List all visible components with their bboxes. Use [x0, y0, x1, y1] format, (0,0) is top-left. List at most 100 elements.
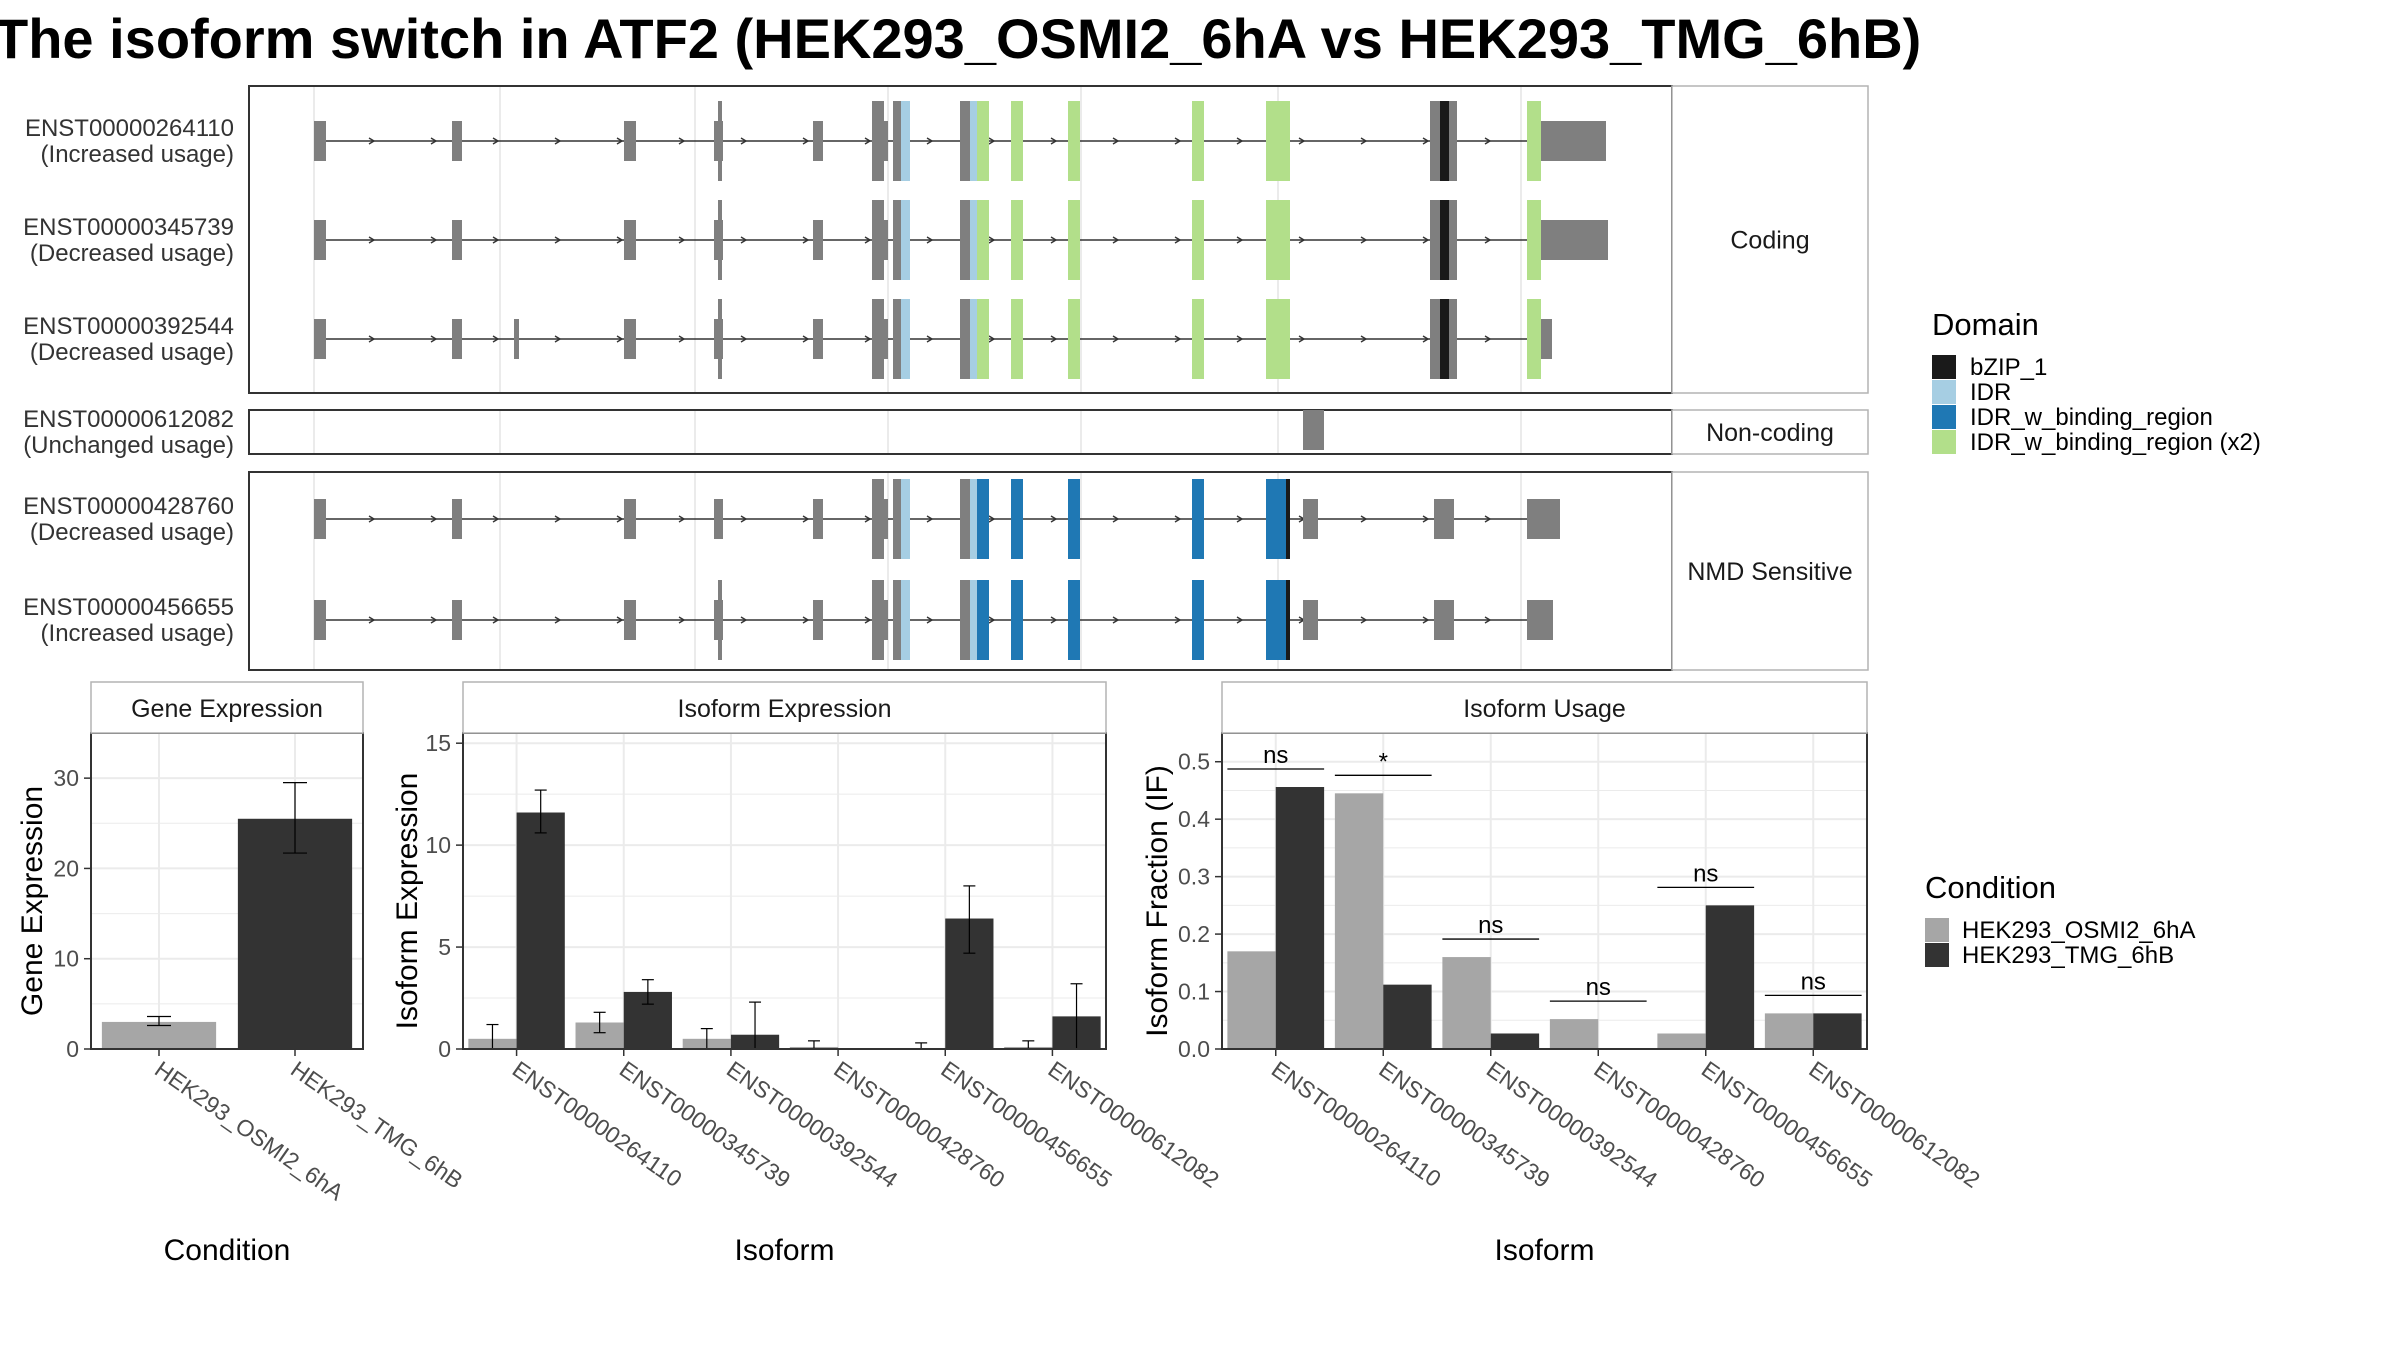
intron-direction-arrow: [430, 236, 438, 244]
y-tick-label: 0.3: [1178, 864, 1210, 890]
chart-strip-box: [90, 681, 364, 734]
transcript-exon: [452, 600, 462, 640]
intron-direction-arrow: [1112, 515, 1120, 523]
transcript-id-label: ENST00000392544: [23, 313, 234, 340]
intron-direction-arrow: [864, 335, 872, 343]
coding-exon: [872, 580, 884, 660]
domain-region: [1286, 580, 1290, 660]
x-axis-title: Isoform: [734, 1234, 834, 1267]
x-tick-label: ENST00000428760: [829, 1056, 1009, 1193]
intron-direction-arrow: [1050, 335, 1058, 343]
legend-condition-title: Condition: [1925, 870, 2056, 905]
transcript-exon: [314, 121, 326, 161]
transcript-exon: [452, 121, 462, 161]
transcript-exon: [452, 220, 462, 260]
transcript-exon: [813, 600, 823, 640]
transcript-exon: [624, 600, 636, 640]
chart-strip-box: [462, 681, 1107, 734]
y-axis-title: Isoform Fraction (IF): [1141, 765, 1174, 1037]
intron-direction-arrow: [554, 335, 562, 343]
intron-direction-arrow: [678, 137, 686, 145]
bar: [1275, 787, 1325, 1049]
coding-exon: [893, 580, 901, 660]
y-tick-label: 30: [53, 765, 79, 791]
bar: [1813, 1013, 1862, 1049]
domain-region: [1192, 479, 1204, 559]
intron-direction-arrow: [1174, 236, 1182, 244]
intron-direction-arrow: [802, 335, 810, 343]
chart-facet-title: Gene Expression: [131, 695, 323, 723]
coding-exon: [1303, 600, 1311, 640]
intron-direction-arrow: [1236, 515, 1244, 523]
coding-exon: [872, 299, 884, 379]
legend-condition-swatch: [1925, 918, 1949, 942]
intron-direction-arrow: [988, 236, 996, 244]
domain-region: [1011, 299, 1023, 379]
legend-condition-label: HEK293_TMG_6hB: [1962, 942, 2174, 969]
domain-region: [1527, 200, 1541, 280]
intron-direction-arrow: [1422, 335, 1430, 343]
y-axis-title: Isoform Expression: [391, 773, 424, 1030]
transcript-exon: [813, 319, 823, 359]
transcript-exon-marker: [718, 299, 722, 379]
chart-panel-bg: [1222, 733, 1867, 1049]
coding-exon: [893, 299, 901, 379]
y-tick-label: 0.5: [1178, 749, 1210, 775]
significance-label: ns: [1263, 742, 1288, 769]
domain-region: [1011, 101, 1023, 181]
domain-region: [1011, 200, 1023, 280]
domain-region: [1266, 580, 1286, 660]
transcript-id-label: ENST00000612082: [23, 406, 234, 433]
intron-direction-arrow: [1484, 616, 1492, 624]
transcript-exon: [314, 319, 326, 359]
y-tick-label: 0.4: [1178, 806, 1210, 832]
significance-label: ns: [1478, 912, 1503, 939]
coding-exon: [893, 101, 901, 181]
structure-strip-label: Coding: [1730, 227, 1809, 255]
transcript-exon: [314, 600, 326, 640]
intron-direction-arrow: [1236, 335, 1244, 343]
transcript-exon: [624, 499, 636, 539]
intron-direction-arrow: [678, 335, 686, 343]
coding-exon: [960, 580, 970, 660]
domain-region: [1011, 479, 1023, 559]
domain-region: [967, 200, 980, 280]
x-tick-label: ENST00000612082: [1804, 1056, 1984, 1193]
intron-direction-arrow: [430, 335, 438, 343]
domain-region: [977, 479, 989, 559]
bar: [1549, 1019, 1599, 1049]
chart-strip-box: [1221, 681, 1868, 734]
intron-direction-arrow: [1360, 236, 1368, 244]
domain-region: [1266, 200, 1290, 280]
coding-exon: [960, 299, 970, 379]
intron-direction-arrow: [926, 616, 934, 624]
structure-panel-bg: [249, 410, 1672, 454]
domain-region: [1192, 299, 1204, 379]
domain-region: [977, 580, 989, 660]
coding-exon: [1430, 101, 1440, 181]
transcript-exon: [1540, 220, 1608, 260]
domain-region: [1266, 479, 1286, 559]
intron-direction-arrow: [1360, 616, 1368, 624]
domain-region: [1068, 580, 1080, 660]
chart-facet-title: Isoform Expression: [678, 695, 892, 723]
y-tick-label: 10: [53, 946, 79, 972]
y-tick-label: 10: [425, 832, 451, 858]
intron-direction-arrow: [1422, 236, 1430, 244]
transcript-exon-marker: [718, 200, 722, 280]
transcript-usage-label: (Increased usage): [41, 620, 234, 647]
bar: [1227, 951, 1276, 1049]
intron-direction-arrow: [926, 236, 934, 244]
intron-direction-arrow: [430, 137, 438, 145]
transcript-exon: [514, 319, 519, 359]
legend-domain-label: IDR_w_binding_region (x2): [1970, 429, 2261, 456]
bar: [1442, 957, 1491, 1049]
x-tick-label: ENST00000392544: [722, 1056, 903, 1193]
transcript-id-label: ENST00000345739: [23, 214, 234, 241]
domain-region: [1068, 101, 1080, 181]
coding-exon: [960, 479, 970, 559]
intron-direction-arrow: [1236, 236, 1244, 244]
intron-direction-arrow: [492, 335, 500, 343]
intron-direction-arrow: [1298, 236, 1306, 244]
transcript-id-label: ENST00000264110: [25, 115, 234, 142]
